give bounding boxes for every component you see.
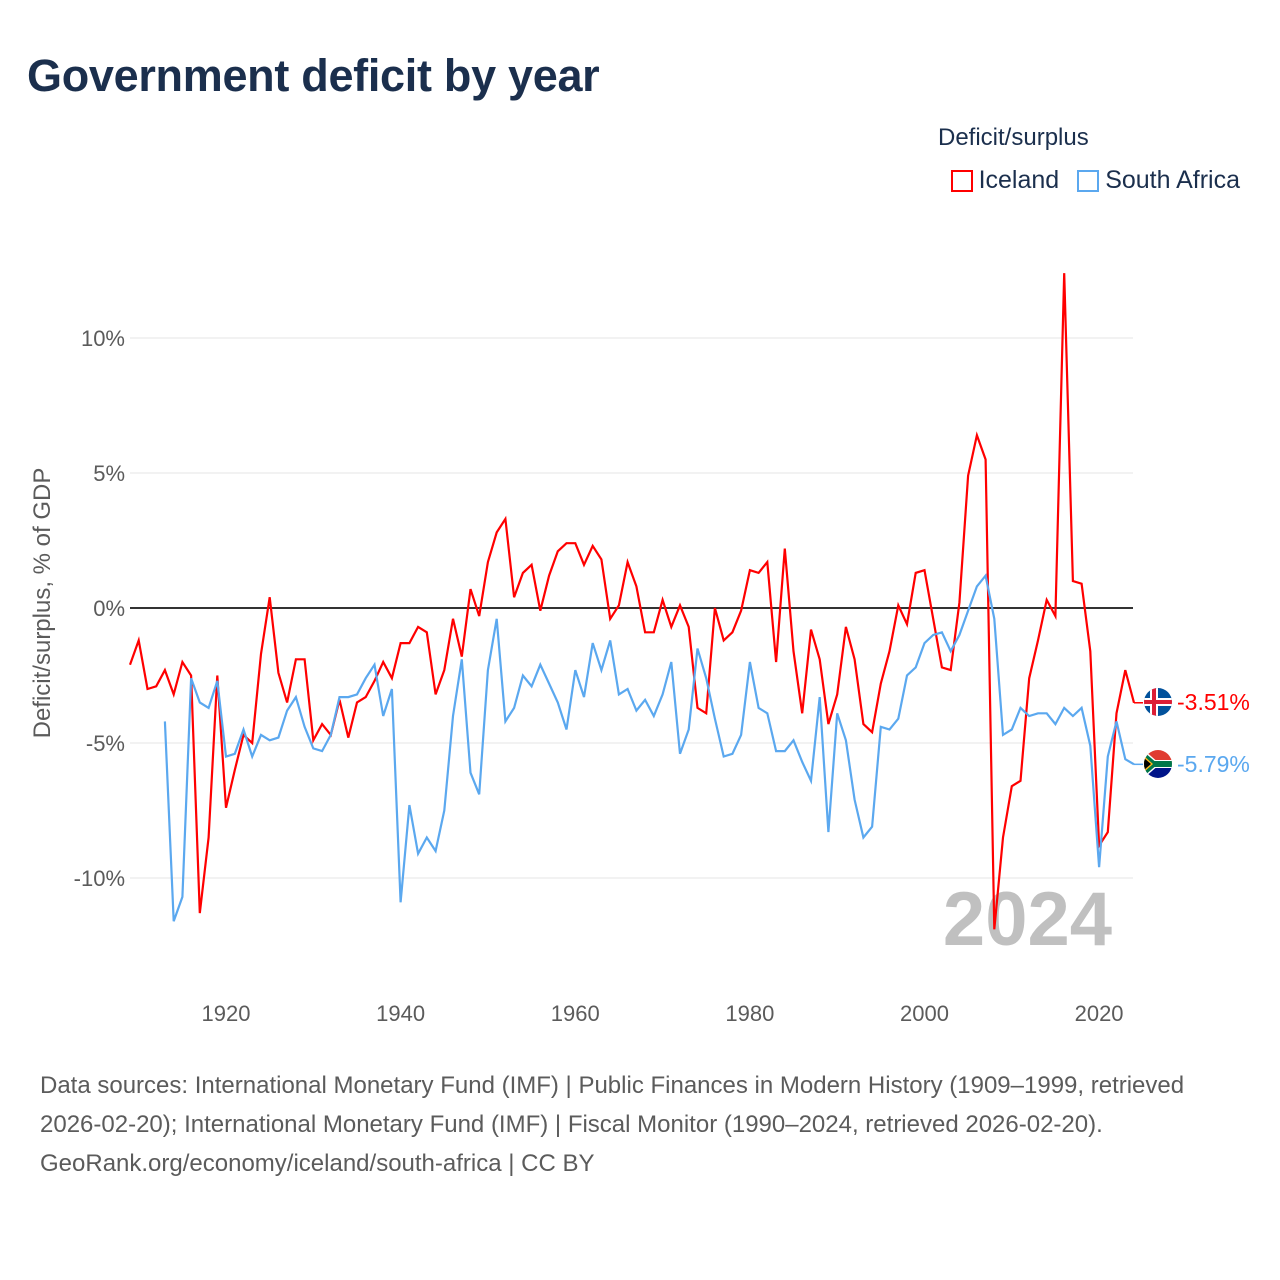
end-label-south-africa: -5.79%: [1177, 751, 1250, 777]
y-axis-label: Deficit/surplus, % of GDP: [29, 468, 56, 739]
flag-south-africa-icon: [1144, 750, 1172, 778]
attribution-link[interactable]: GeoRank.org/economy/iceland/south-africa…: [40, 1150, 595, 1177]
y-tick-label: 10%: [81, 326, 125, 351]
x-tick-label: 1960: [551, 1001, 600, 1026]
x-axis-ticks: 1920 1940 1960 1980 2000 2020: [202, 1001, 1124, 1026]
gridlines: [130, 337, 1133, 879]
y-tick-label: -5%: [86, 731, 125, 756]
line-chart: 10%5%0%-5%-10% 1920 1940 1960 1980 2000 2020 …: [29, 273, 1250, 1026]
flag-iceland-icon: [1144, 688, 1172, 716]
y-tick-label: -10%: [74, 866, 125, 891]
legend-label-iceland: Iceland: [978, 166, 1060, 194]
legend-item-iceland[interactable]: Iceland: [950, 166, 1060, 195]
x-tick-label: 1980: [725, 1001, 774, 1026]
legend-label-south-africa: South Africa: [1105, 166, 1240, 194]
legend-title: Deficit/surplus: [938, 124, 1089, 151]
series-line-iceland[interactable]: [128, 273, 1136, 930]
series-lines: [128, 273, 1143, 930]
year-watermark: 2024: [943, 877, 1112, 962]
legend-swatch-south-africa: [1077, 169, 1100, 192]
x-tick-label: 2000: [900, 1001, 949, 1026]
x-tick-label: 2020: [1075, 1001, 1124, 1026]
legend: Iceland South Africa: [950, 166, 1240, 195]
y-tick-label: 0%: [93, 596, 125, 621]
end-label-iceland: -3.51%: [1177, 689, 1250, 715]
legend-item-south-africa[interactable]: South Africa: [1077, 166, 1240, 195]
x-tick-label: 1920: [202, 1001, 251, 1026]
legend-swatch-iceland: [950, 169, 973, 192]
y-axis-ticks: 10% 5% 0% -5% -10%: [74, 326, 125, 891]
data-sources: Data sources: International Monetary Fun…: [40, 1072, 1185, 1138]
series-line-south-africa[interactable]: [163, 573, 1135, 922]
chart-title: Government deficit by year: [27, 50, 600, 101]
x-tick-label: 1940: [376, 1001, 425, 1026]
y-tick-label: 5%: [93, 461, 125, 486]
footer: Data sources: International Monetary Fun…: [40, 1066, 1240, 1183]
